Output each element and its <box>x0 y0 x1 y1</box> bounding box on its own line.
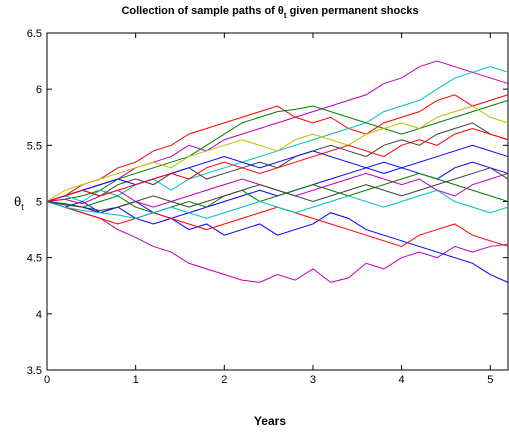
x-tick-label: 2 <box>221 374 227 386</box>
series-line <box>46 60 509 202</box>
y-tick-label: 4.5 <box>27 253 42 265</box>
x-tick-label: 3 <box>310 374 316 386</box>
y-axis-label: θt <box>14 194 24 212</box>
y-tick-label: 6 <box>36 84 42 96</box>
y-label-subscript: t <box>21 202 24 212</box>
x-tick-label: 0 <box>44 374 50 386</box>
title-part: given permanent shocks <box>287 5 419 17</box>
series-line <box>46 144 509 202</box>
y-tick-label: 6.5 <box>27 28 42 40</box>
series-line <box>46 94 509 202</box>
y-tick-label: 4 <box>36 309 42 321</box>
series-line <box>46 201 509 247</box>
plot-frame <box>46 32 509 371</box>
series-line <box>46 127 509 202</box>
title-subscript: t <box>284 11 287 20</box>
series-line <box>46 189 509 219</box>
y-tick-label: 5.5 <box>27 140 42 152</box>
series-line <box>46 172 509 214</box>
x-tick-label: 4 <box>399 374 405 386</box>
x-axis-label: Years <box>254 414 286 428</box>
chart-title: Collection of sample paths of θt given p… <box>121 5 418 20</box>
series-line <box>46 201 509 283</box>
x-tick-label: 1 <box>133 374 139 386</box>
series-line <box>46 99 509 202</box>
y-label-part: θ <box>14 194 21 209</box>
y-tick-label: 5 <box>36 197 42 209</box>
series-line <box>46 167 509 211</box>
title-part: Collection of sample paths of θ <box>121 5 283 17</box>
series-line <box>46 66 509 203</box>
series-line <box>46 105 509 202</box>
x-tick-label: 5 <box>487 374 493 386</box>
y-tick-label: 3.5 <box>27 365 42 377</box>
series-line <box>46 201 509 283</box>
